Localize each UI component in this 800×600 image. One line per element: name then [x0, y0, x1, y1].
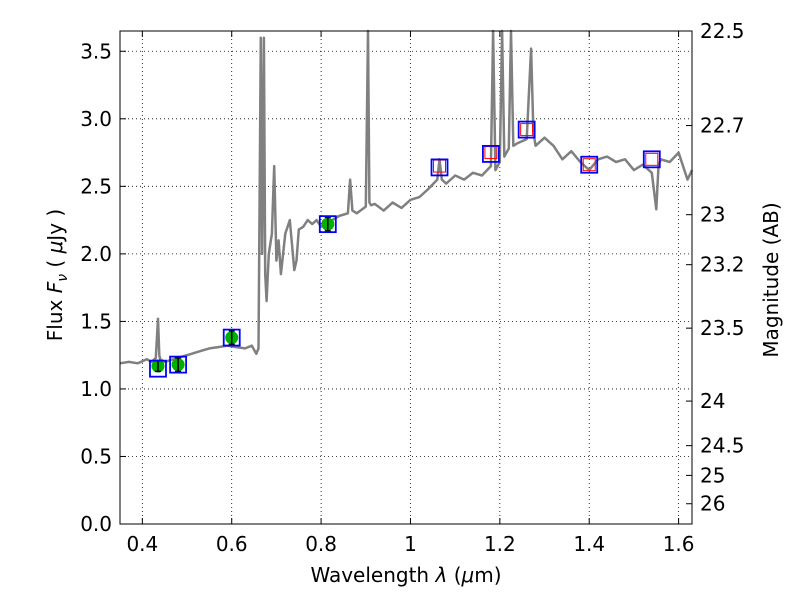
grid — [120, 31, 692, 525]
x-tick-label: 1.6 — [663, 532, 695, 556]
y-tick-label: 3.0 — [80, 107, 112, 131]
y-tick-label: 1.5 — [80, 309, 112, 333]
model-photometry-marker — [642, 150, 661, 169]
plot-frame — [119, 30, 693, 525]
spectrum-line — [119, 29, 694, 365]
model-photometry-marker — [482, 145, 500, 163]
y-axis-ticks: 0.0 0.5 1.0 1.5 2.0 2.5 3.0 3.5 — [80, 39, 126, 536]
y2-tick-label: 22.7 — [700, 114, 745, 138]
x-axis-label: Wavelength λ (μm) — [310, 563, 501, 587]
model-photometry-marker — [580, 155, 599, 174]
y2-tick-label: 24 — [700, 389, 725, 413]
y2-tick-label: 23.2 — [700, 253, 745, 277]
x-tick-label: 1 — [404, 532, 417, 556]
y-tick-label: 0.0 — [80, 512, 112, 536]
upper-limit-marker — [520, 123, 534, 137]
x-tick-label: 0.4 — [126, 532, 158, 556]
x-tick-label: 1.4 — [573, 532, 605, 556]
x-tick-label: 0.6 — [216, 532, 248, 556]
y-tick-label: 3.5 — [80, 39, 112, 63]
y2-tick-label: 26 — [700, 492, 725, 516]
spectrum-layer — [119, 29, 694, 365]
y2-axis-ticks: 22.5 22.7 23 23.2 23.5 24 24.5 25 26 — [686, 19, 745, 516]
y2-tick-label: 23 — [700, 203, 725, 227]
y-axis-label: Flux Fν ( μJy ) — [43, 209, 71, 341]
x-tick-label: 1.2 — [484, 532, 516, 556]
model-photometry-marker — [149, 359, 167, 378]
y2-tick-label: 25 — [700, 463, 725, 487]
y2-tick-label: 23.5 — [700, 316, 745, 340]
points-layer — [149, 120, 661, 378]
y-tick-label: 2.0 — [80, 242, 112, 266]
upper-limit-marker — [645, 152, 659, 166]
model-photometry-marker — [169, 355, 187, 374]
upper-limit-marker — [582, 158, 596, 172]
y2-tick-label: 22.5 — [700, 19, 745, 43]
x-axis-ticks: 0.4 0.6 0.8 1 1.2 1.4 1.6 — [126, 31, 695, 556]
y2-axis-label: Magnitude (AB) — [759, 202, 783, 357]
model-photometry-marker — [430, 158, 449, 177]
model-photometry-marker — [517, 120, 536, 139]
y-tick-label: 2.5 — [80, 174, 112, 198]
y-tick-label: 1.0 — [80, 377, 112, 401]
y-tick-label: 0.5 — [80, 444, 112, 468]
model-photometry-marker — [318, 215, 337, 234]
y2-tick-label: 24.5 — [700, 434, 745, 458]
model-photometry-marker — [222, 328, 241, 347]
x-tick-label: 0.8 — [305, 532, 337, 556]
